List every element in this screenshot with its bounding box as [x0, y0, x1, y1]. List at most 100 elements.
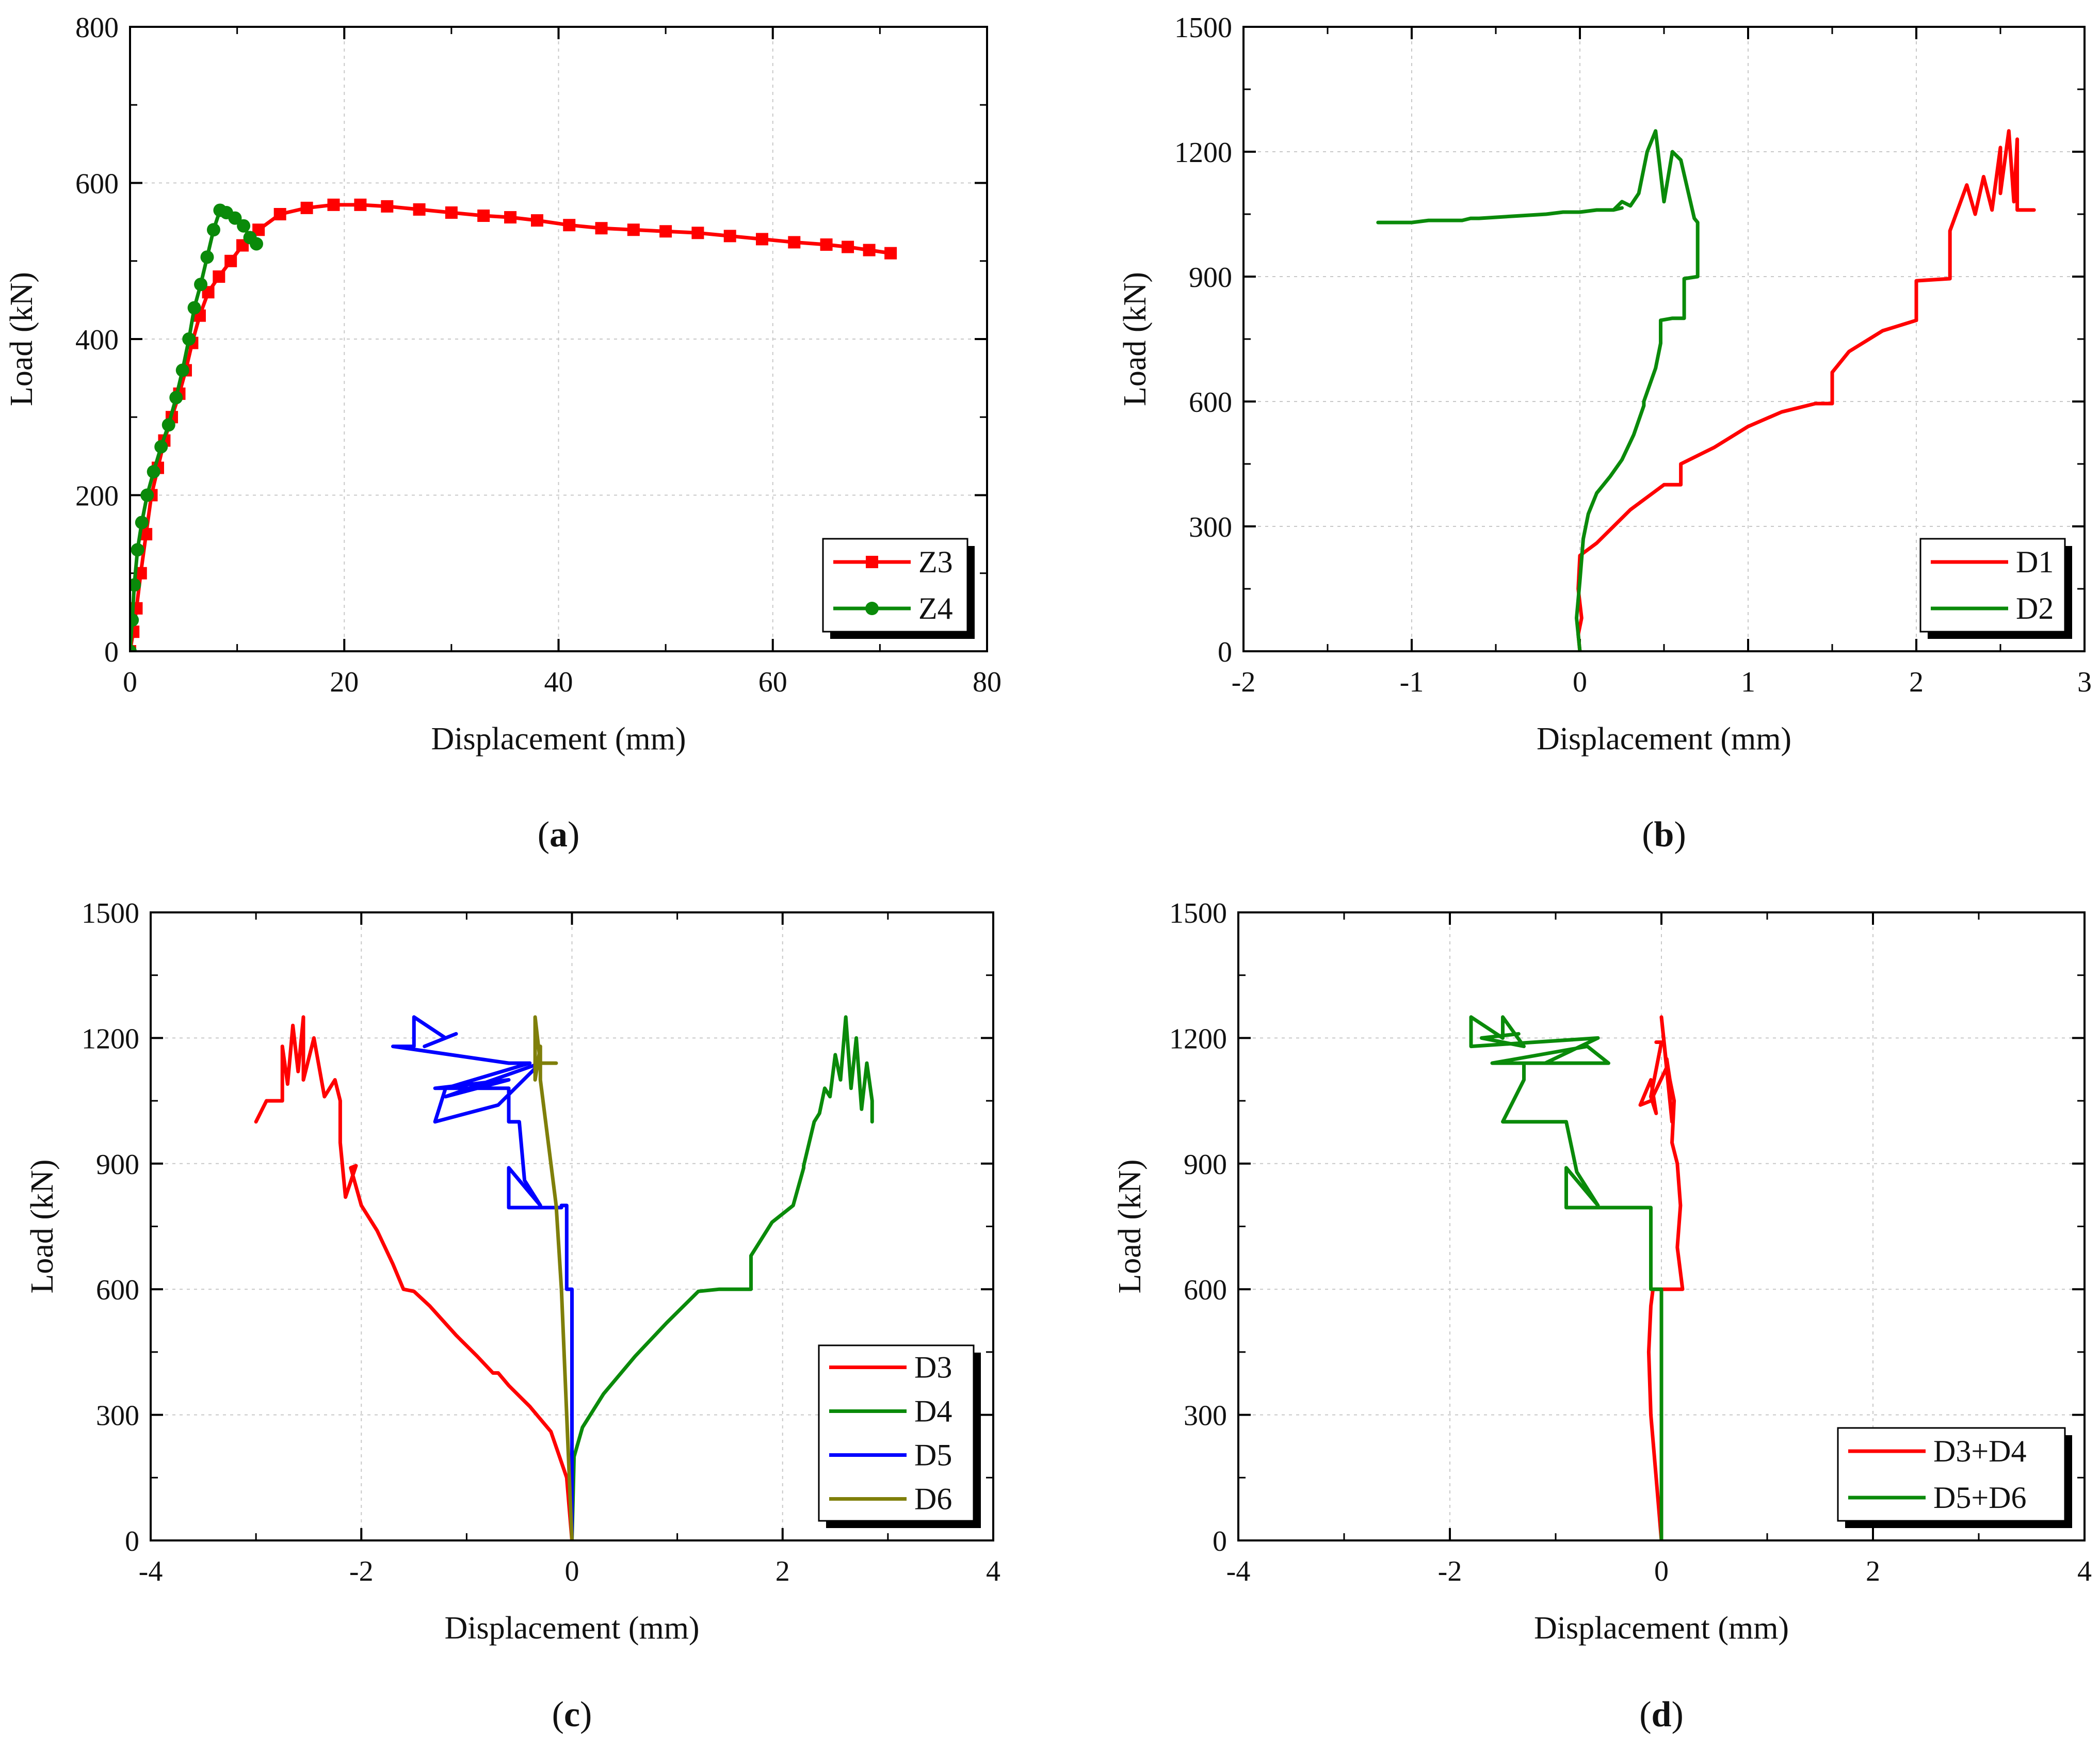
data-point-Z4 [206, 223, 220, 237]
x-axis-label: Displacement (mm) [444, 1611, 699, 1646]
data-point-Z3 [530, 214, 543, 227]
panel-caption: (c) [552, 1695, 592, 1734]
legend: D3+D4 D5+D6 [1837, 1427, 2072, 1528]
x-axis-label: Displacement (mm) [431, 721, 686, 757]
y-axis-label: Load (kN) [25, 1160, 60, 1294]
y-tick-label: 1200 [1169, 1023, 1227, 1055]
legend-label-D5: D5 [914, 1438, 952, 1472]
data-point-Z4 [130, 613, 139, 627]
y-tick-label: 1200 [1174, 137, 1232, 169]
x-tick-label: 20 [330, 666, 359, 698]
data-point-Z4 [249, 237, 263, 251]
x-tick-label: -4 [139, 1555, 163, 1587]
legend-label-D6: D6 [914, 1482, 952, 1516]
legend-box [818, 1344, 975, 1522]
series-line-Z3 [130, 203, 893, 651]
data-point-Z3 [477, 210, 490, 222]
series-line-D5 [391, 1015, 574, 1540]
x-tick-label: 4 [986, 1555, 1000, 1587]
y-tick-label: 600 [1184, 1274, 1227, 1306]
panel-caption: (b) [1642, 815, 1686, 855]
y-tick-label: 1500 [1169, 897, 1227, 929]
data-point-Z4 [194, 278, 208, 292]
data-point-Z4 [131, 543, 144, 557]
data-point-Z4 [200, 250, 214, 264]
data-point-Z4 [182, 332, 196, 346]
data-point-Z3 [884, 247, 897, 260]
chart-panel-c: -4 -2 0 2 4 0 300 600 900 1200 1500 Displacement (m… [25, 897, 1000, 1734]
y-tick-label: 0 [1213, 1525, 1227, 1557]
y-tick-label: 900 [96, 1149, 139, 1181]
y-tick-label: 300 [1189, 511, 1232, 543]
legend-marker-Z3 [866, 556, 878, 568]
x-tick-label: -2 [1232, 666, 1256, 698]
data-point-Z4 [130, 578, 141, 592]
legend-box [1837, 1427, 2066, 1522]
x-tick-label: 2 [1909, 666, 1924, 698]
data-point-Z3 [755, 233, 768, 246]
y-tick-label: 300 [1184, 1400, 1227, 1432]
y-tick-label: 200 [75, 480, 119, 512]
x-tick-label: -2 [1438, 1555, 1462, 1587]
series-line-D3 [254, 1015, 574, 1540]
y-tick-label: 900 [1184, 1149, 1227, 1181]
series-line-D6 [533, 1015, 574, 1540]
data-point-Z4 [237, 219, 251, 233]
data-point-Z4 [228, 211, 242, 225]
legend-label-D3+D4: D3+D4 [1933, 1434, 2027, 1468]
y-axis-label: Load (kN) [1112, 1160, 1148, 1294]
x-tick-label: 0 [1654, 1555, 1669, 1587]
series-line-D4 [570, 1015, 874, 1540]
data-point-Z3 [504, 211, 517, 224]
y-tick-label: 300 [96, 1400, 139, 1432]
y-tick-label: 1500 [82, 897, 139, 929]
data-point-Z3 [659, 225, 672, 238]
series-line-D5+D6 [1469, 1015, 1663, 1540]
x-tick-label: 4 [2077, 1555, 2092, 1587]
y-tick-label: 1200 [82, 1023, 139, 1055]
legend-label-D4: D4 [914, 1394, 952, 1428]
x-tick-label: -1 [1400, 666, 1424, 698]
legend-label-D3: D3 [914, 1351, 952, 1385]
data-point-Z3 [595, 222, 608, 235]
y-axis-label: Load (kN) [4, 272, 39, 406]
y-tick-label: 0 [1218, 636, 1232, 668]
legend-label-D2: D2 [2016, 591, 2054, 625]
data-point-Z3 [820, 238, 833, 251]
y-tick-label: 600 [75, 168, 119, 200]
data-point-Z4 [187, 301, 201, 315]
data-point-Z3 [300, 201, 313, 214]
data-point-Z4 [154, 440, 168, 454]
y-tick-label: 800 [75, 12, 119, 44]
y-tick-label: 400 [75, 324, 119, 356]
plot-area [1376, 129, 2036, 651]
data-point-Z3 [445, 206, 458, 219]
panel-caption: (d) [1639, 1695, 1684, 1734]
y-tick-label: 0 [125, 1525, 139, 1557]
series-line-D2 [1376, 129, 1700, 651]
x-tick-label: 1 [1741, 666, 1755, 698]
x-tick-label: 0 [123, 666, 137, 698]
series-line-D3+D4 [1638, 1015, 1685, 1540]
data-point-Z3 [863, 244, 876, 256]
legend-marker-Z4 [865, 602, 879, 615]
data-point-Z3 [691, 227, 704, 239]
y-tick-label: 600 [1189, 387, 1232, 419]
y-tick-label: 600 [96, 1274, 139, 1306]
y-axis-label: Load (kN) [1118, 272, 1153, 406]
x-tick-label: -2 [349, 1555, 374, 1587]
data-point-Z3 [224, 254, 237, 267]
legend-label-D5+D6: D5+D6 [1933, 1481, 2027, 1515]
chart-panel-d: -4 -2 0 2 4 0 300 600 900 1200 1500 Displacement (m… [1112, 897, 2092, 1734]
legend-label-Z3: Z3 [918, 545, 953, 579]
x-tick-label: -4 [1226, 1555, 1251, 1587]
y-tick-label: 0 [104, 636, 119, 668]
data-point-Z3 [788, 236, 801, 249]
data-point-Z3 [627, 223, 640, 236]
legend-label-D1: D1 [2016, 545, 2054, 579]
data-point-Z4 [169, 391, 183, 405]
